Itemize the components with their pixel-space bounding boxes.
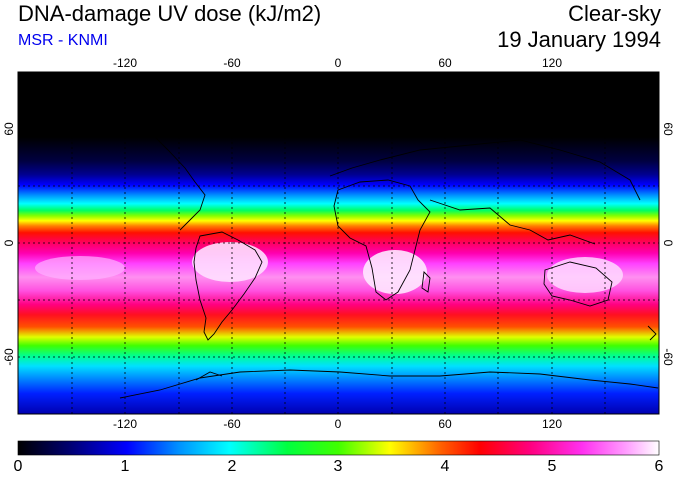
- top-longitude-labels: -120 -60 0 60 120: [113, 56, 562, 70]
- bottom-longitude-labels: -120 -60 0 60 120: [113, 417, 562, 431]
- right-lat-label: 0: [661, 240, 675, 247]
- colorbar: [17, 440, 660, 456]
- coastline-antarctic-peninsula: [195, 371, 223, 381]
- uv-maximum-south-america: [192, 242, 268, 282]
- coastline-eurasia: [329, 139, 641, 201]
- coastline-south-america: [193, 231, 263, 341]
- colorbar-label: 0: [13, 458, 23, 475]
- top-lon-label: -60: [223, 56, 241, 70]
- left-latitude-labels: 60 0 -60: [2, 122, 16, 366]
- left-lat-label: 60: [2, 122, 16, 136]
- map-title: DNA-damage UV dose (kJ/m2): [18, 1, 322, 26]
- coastline-australia: [543, 261, 613, 307]
- sky-condition-label: Clear-sky: [568, 1, 661, 26]
- graticule: [18, 72, 659, 414]
- colorbar-label: 1: [120, 458, 130, 475]
- top-lon-label: 60: [438, 56, 452, 70]
- coastline-asia-south: [429, 199, 596, 245]
- colorbar-label: 6: [654, 458, 664, 475]
- bottom-lon-label: -60: [223, 417, 241, 431]
- right-lat-label: 60: [661, 122, 675, 136]
- right-latitude-labels: 60 0 -60: [661, 122, 675, 366]
- bottom-lon-label: 0: [335, 417, 342, 431]
- coastline-africa: [333, 179, 431, 301]
- coastlines: [19, 107, 659, 399]
- left-lat-label: -60: [2, 348, 16, 366]
- left-lat-label: 0: [2, 239, 16, 246]
- map-frame: [17, 71, 660, 415]
- bottom-lon-label: 60: [438, 417, 452, 431]
- colorbar-label: 2: [227, 458, 237, 475]
- top-lon-label: -120: [113, 56, 137, 70]
- colorbar-label: 4: [440, 458, 450, 475]
- top-lon-label: 0: [335, 56, 342, 70]
- uv-maximum-pacific: [35, 256, 125, 280]
- bottom-lon-label: -120: [113, 417, 137, 431]
- source-label: MSR - KNMI: [18, 32, 108, 49]
- uv-maximum-australia: [547, 257, 623, 293]
- bottom-lon-label: 120: [542, 417, 562, 431]
- coastline-new-zealand: [647, 325, 657, 341]
- coastline-madagascar: [421, 271, 431, 293]
- uv-maximum-africa: [363, 250, 427, 294]
- coastline-north-america: [19, 107, 206, 231]
- right-lat-label: -60: [661, 348, 675, 366]
- top-lon-label: 120: [542, 56, 562, 70]
- colorbar-label: 5: [547, 458, 557, 475]
- date-label: 19 January 1994: [497, 27, 661, 52]
- colorbar-label: 3: [333, 458, 343, 475]
